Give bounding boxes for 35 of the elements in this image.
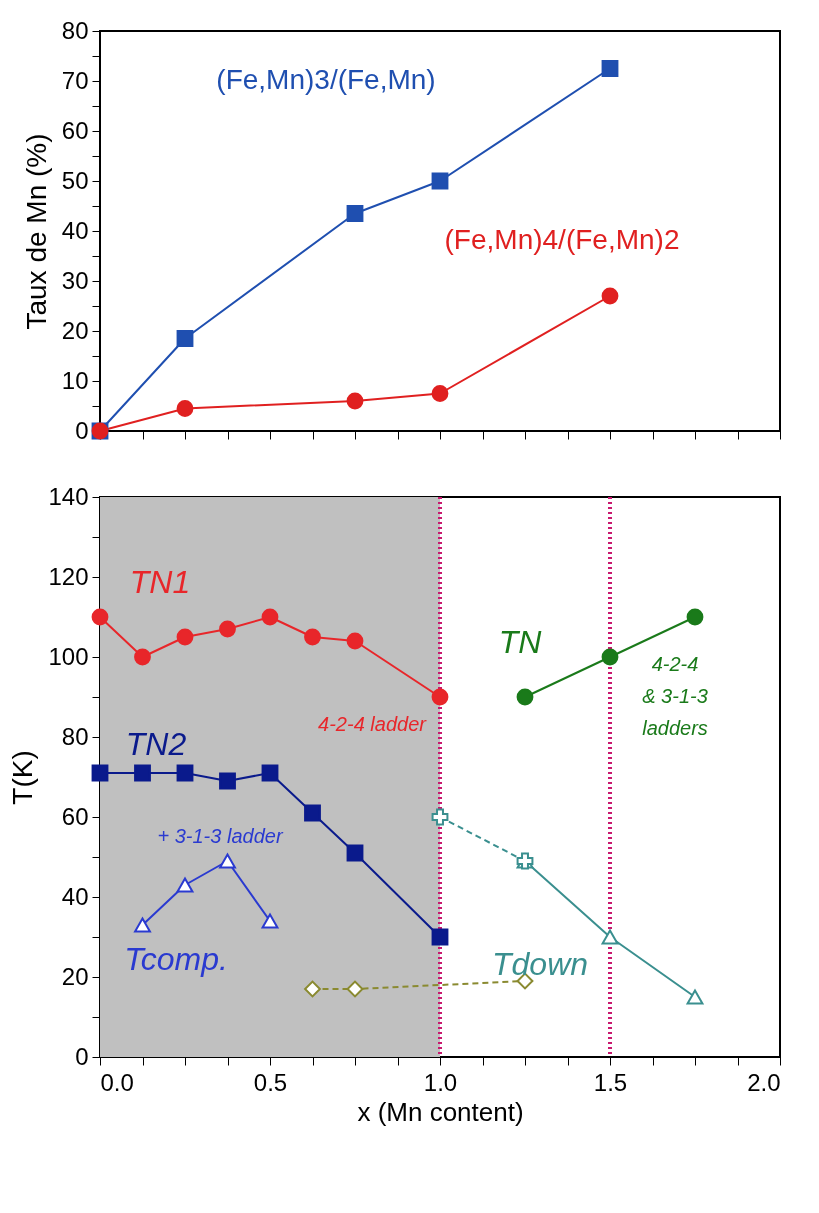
y-tick-label: 140 — [48, 482, 89, 510]
y-tick-label: 20 — [61, 962, 89, 990]
y-tick-label: 70 — [61, 66, 89, 94]
y-tick-label: 100 — [48, 642, 89, 670]
annotation: + 3-1-3 ladder — [157, 825, 284, 847]
y-tick-label: 60 — [61, 116, 89, 144]
x-axis-title: x (Mn content) — [357, 1096, 524, 1127]
y-tick-label: 30 — [61, 266, 89, 294]
x-tick-label: 0.5 — [253, 1068, 288, 1096]
y-tick-label: 40 — [61, 216, 89, 244]
y-tick-label: 0 — [75, 416, 89, 444]
x-tick-label: 0.0 — [100, 1068, 134, 1096]
y-tick-label: 60 — [61, 802, 89, 830]
y-tick-label: 80 — [61, 16, 89, 44]
series-label: TN1 — [129, 564, 191, 600]
y-tick-label: 50 — [61, 166, 89, 194]
y-tick-label: 0 — [75, 1042, 89, 1070]
series-label: Tcomp. — [124, 941, 228, 977]
text: (Fe,Mn)4/(Fe,Mn)2 — [444, 224, 680, 255]
annotation: 4-2-4 ladder — [318, 713, 428, 735]
y-axis-title: T(K) — [7, 750, 39, 805]
y-tick-label: 80 — [61, 722, 89, 750]
y-tick-label: 20 — [61, 316, 89, 344]
x-tick-label: 1.5 — [593, 1068, 628, 1096]
series-label: TN2 — [125, 726, 187, 762]
y-tick-label: 120 — [48, 562, 89, 590]
series-label: Tdown — [491, 946, 589, 982]
annotation: 4-2-4 & 3-1-3 ladders — [642, 653, 708, 739]
x-tick-label: 1.0 — [423, 1068, 458, 1096]
series-label: TN — [498, 624, 543, 660]
y-axis-title: Taux de Mn (%) — [20, 133, 52, 330]
text: (Fe,Mn)3/(Fe,Mn) — [216, 64, 436, 95]
x-tick-label: 2.0 — [747, 1068, 781, 1096]
y-tick-label: 10 — [61, 366, 89, 394]
y-tick-label: 40 — [61, 882, 89, 910]
